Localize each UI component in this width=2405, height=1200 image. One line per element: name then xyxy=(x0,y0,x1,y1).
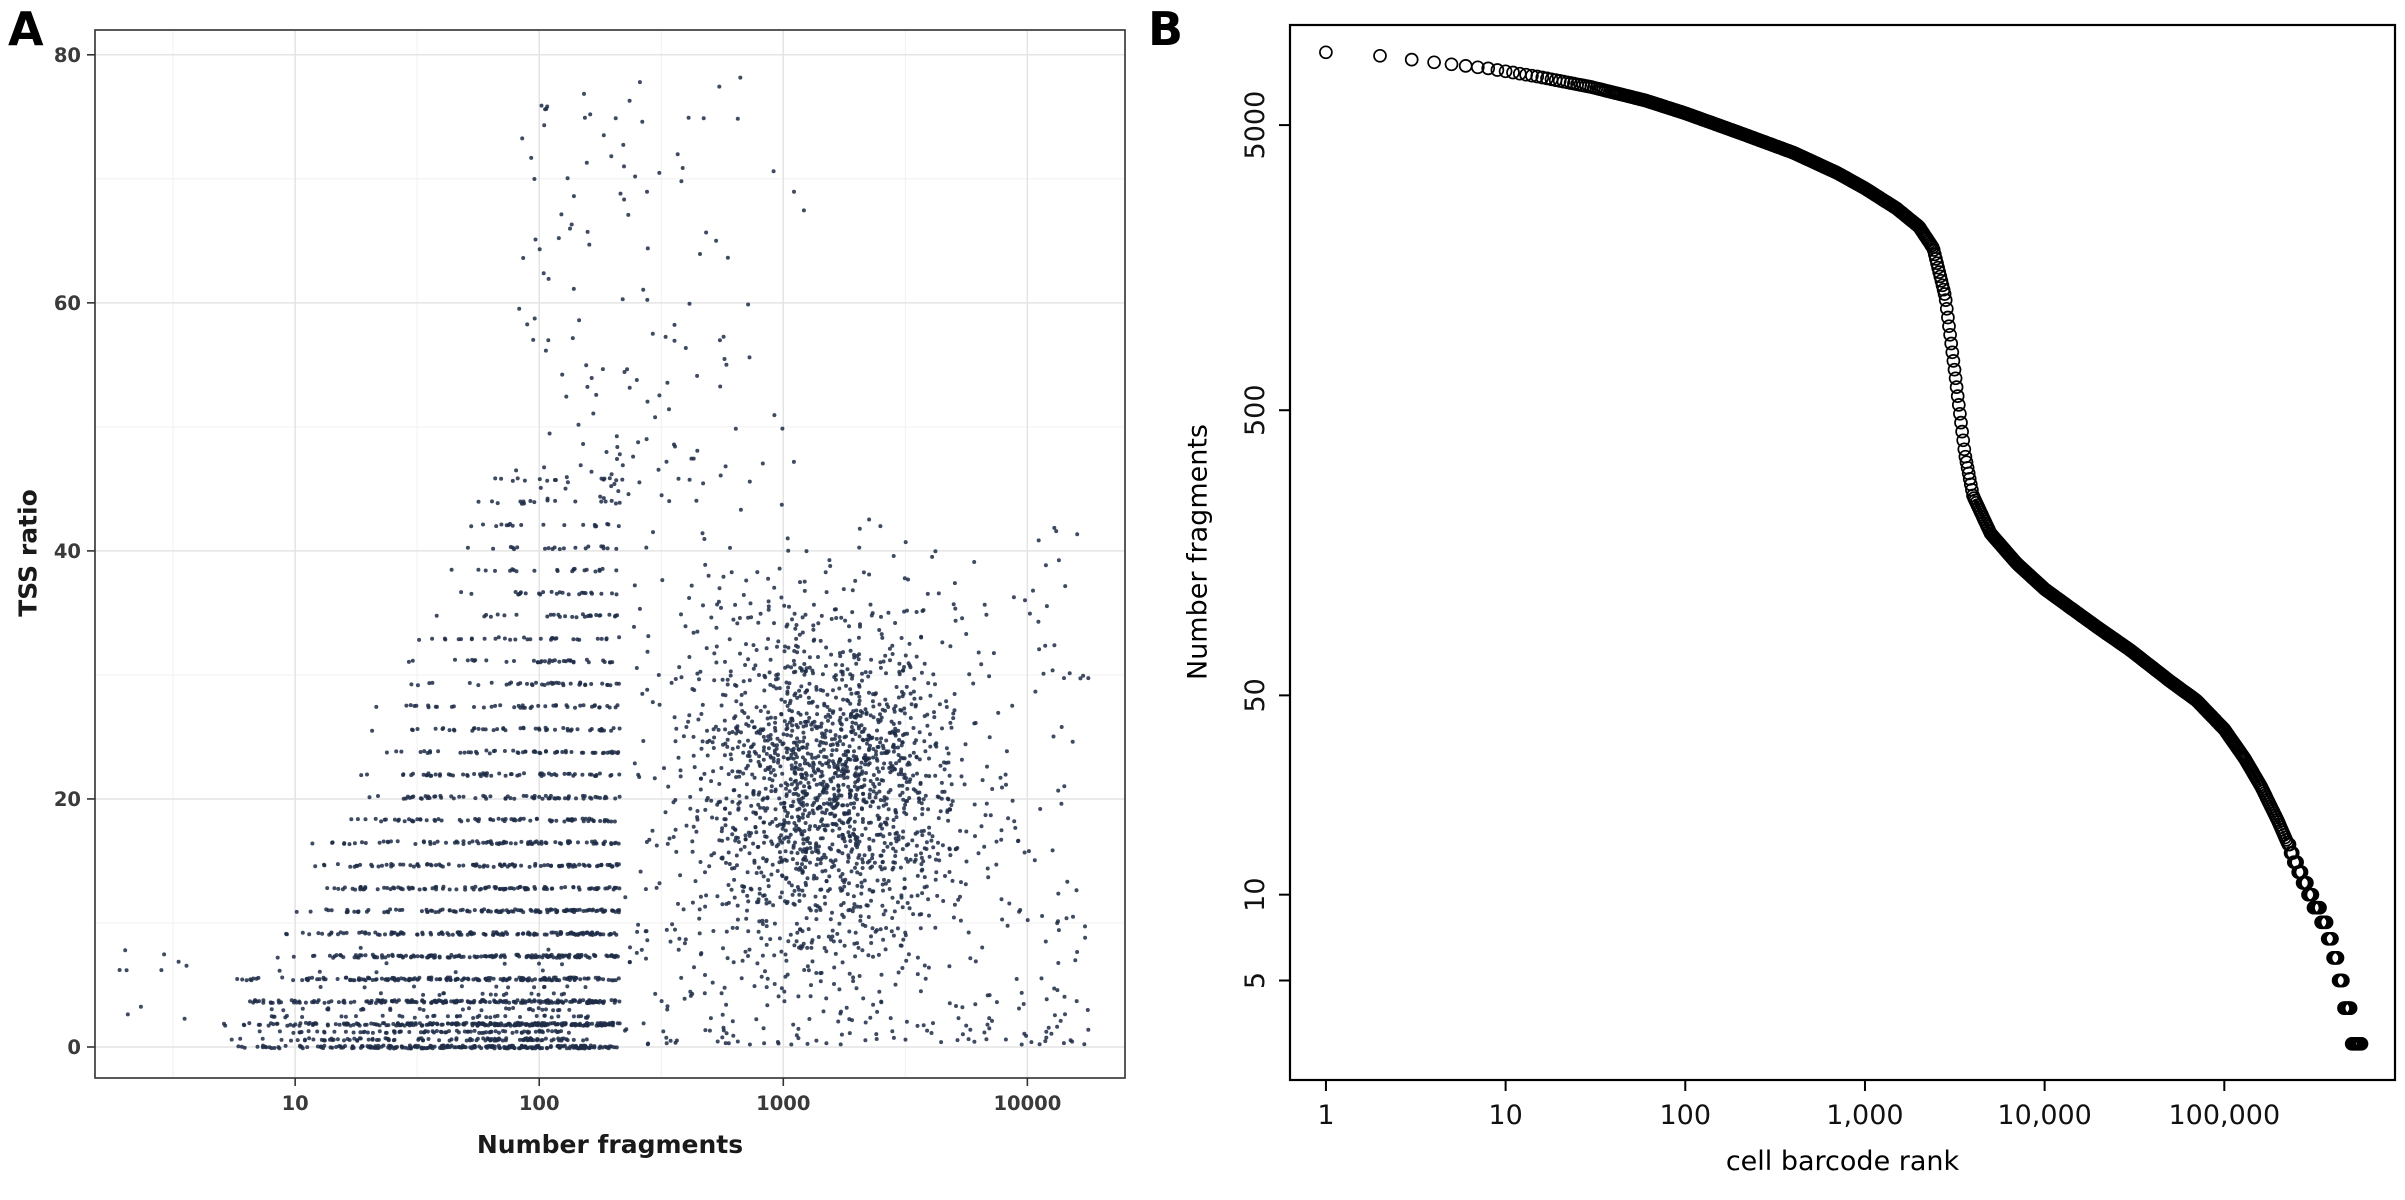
panel-b-x-axis-title: cell barcode rank xyxy=(1725,1146,1960,1177)
panel-b-y-axis-title: Number fragments xyxy=(1182,423,1214,681)
svg-text:60: 60 xyxy=(54,292,81,315)
panel-b-label: B xyxy=(1148,2,1184,56)
svg-text:1000: 1000 xyxy=(756,1092,810,1115)
panel-a-y-axis-title: TSS ratio xyxy=(13,489,43,617)
svg-text:100: 100 xyxy=(519,1092,560,1115)
svg-text:0: 0 xyxy=(67,1036,81,1059)
panel-b: B 1 10 100 1,000 10,000 100,000 5 10 50 500 5000 c… xyxy=(1140,0,2405,1200)
svg-text:10: 10 xyxy=(282,1092,309,1115)
panel-a-scatter-chart: 10 100 1000 10000 0 20 40 60 80 xyxy=(54,29,1126,1115)
svg-text:40: 40 xyxy=(54,540,81,563)
svg-text:80: 80 xyxy=(54,44,81,67)
svg-text:10000: 10000 xyxy=(993,1092,1061,1115)
panel-a-x-axis-title: Number fragments xyxy=(476,1130,744,1159)
panel-a-label: A xyxy=(8,2,44,56)
svg-text:20: 20 xyxy=(54,788,81,811)
panel-a: A 10 100 1000 10000 0 20 40 60 80 Number fragmen… xyxy=(0,0,1140,1200)
